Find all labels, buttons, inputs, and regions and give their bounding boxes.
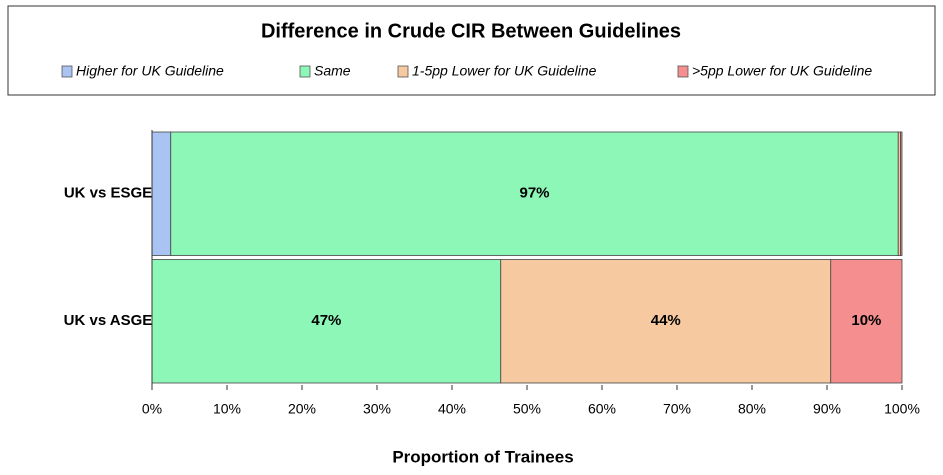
x-tick-label: 90% <box>813 401 841 417</box>
legend-swatch <box>397 65 409 78</box>
x-tick-label: 50% <box>513 401 541 417</box>
data-label: 10% <box>851 312 881 329</box>
x-axis-label: Proportion of Trainees <box>392 447 573 466</box>
legend-box <box>7 5 936 96</box>
bar-segment <box>500 259 832 384</box>
x-tick-label: 60% <box>588 401 616 417</box>
x-tick-label: 70% <box>663 401 691 417</box>
x-tick-label: 40% <box>438 401 466 417</box>
bar-segment <box>900 131 903 256</box>
legend-label: Same <box>314 63 351 79</box>
y-tick-label: UK vs ESGE <box>64 185 152 202</box>
legend-label: Higher for UK Guideline <box>76 63 224 79</box>
bar-segment <box>830 259 903 384</box>
legend-label: 1-5pp Lower for UK Guideline <box>412 63 597 79</box>
bar-segment <box>151 131 172 256</box>
x-tick-label: 100% <box>884 401 920 417</box>
data-label: 47% <box>311 312 341 329</box>
data-label: 44% <box>651 312 681 329</box>
data-label: 97% <box>519 185 549 202</box>
x-tick-label: 80% <box>738 401 766 417</box>
x-tick-label: 10% <box>213 401 241 417</box>
legend-swatch <box>677 65 689 78</box>
legend-swatch <box>61 65 73 78</box>
y-tick-label: UK vs ASGE <box>64 312 153 329</box>
bar-segment <box>170 131 899 256</box>
x-tick-label: 20% <box>288 401 316 417</box>
legend-label: >5pp Lower for UK Guideline <box>692 63 872 79</box>
legend-swatch <box>299 65 311 78</box>
x-tick-label: 30% <box>363 401 391 417</box>
chart-title: Difference in Crude CIR Between Guidelin… <box>261 20 681 42</box>
x-tick-label: 0% <box>142 401 162 417</box>
